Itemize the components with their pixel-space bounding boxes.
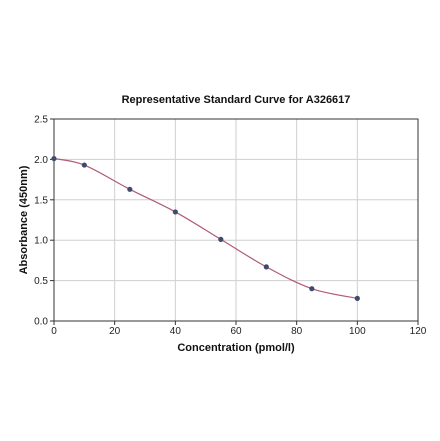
x-tick-label: 40 — [170, 326, 182, 337]
data-point — [127, 186, 133, 192]
y-tick-label: 2.0 — [34, 155, 48, 166]
data-points — [51, 155, 360, 301]
data-point — [263, 264, 269, 270]
x-tick-label: 0 — [51, 326, 57, 337]
x-axis-label: Concentration (pmol/l) — [177, 342, 295, 354]
data-point — [309, 286, 315, 292]
y-tick-label: 0.0 — [34, 317, 48, 328]
x-tick-label: 60 — [230, 326, 242, 337]
x-tick-label: 120 — [410, 326, 427, 337]
y-tick-label: 1.0 — [34, 236, 48, 247]
x-tick-label: 80 — [291, 326, 303, 337]
x-tick-label: 20 — [109, 326, 121, 337]
data-point — [81, 162, 87, 168]
chart-title: Representative Standard Curve for A32661… — [122, 94, 351, 106]
data-point — [51, 155, 57, 162]
x-axis-ticks: 0 20 40 60 80 100 120 — [51, 321, 427, 337]
y-tick-label: 1.5 — [34, 195, 48, 206]
data-point — [172, 209, 178, 215]
y-axis-ticks: 0.0 0.5 1.0 1.5 2.0 2.5 — [34, 115, 54, 328]
x-tick-label: 100 — [349, 326, 366, 337]
fit-curve — [53, 158, 358, 299]
data-point — [218, 236, 224, 242]
y-axis-label: Absorbance (450nm) — [18, 165, 30, 274]
y-tick-label: 2.5 — [34, 115, 48, 126]
grid-lines — [53, 118, 419, 322]
data-point — [354, 295, 360, 301]
y-tick-label: 0.5 — [34, 276, 48, 287]
